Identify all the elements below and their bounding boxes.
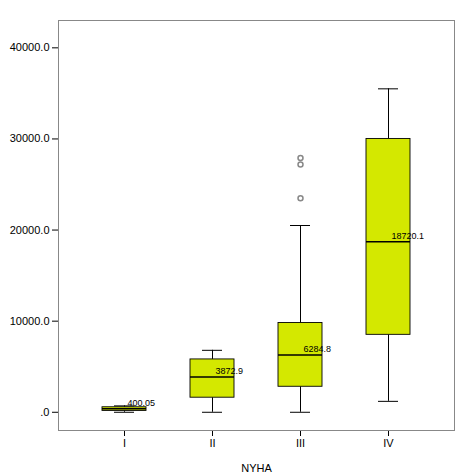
svg-text:30000.0: 30000.0 <box>10 132 50 144</box>
svg-text:40000.0: 40000.0 <box>10 41 50 53</box>
svg-text:20000.0: 20000.0 <box>10 224 50 236</box>
svg-text:6284.8: 6284.8 <box>304 344 332 354</box>
svg-text:10000.0: 10000.0 <box>10 315 50 327</box>
svg-text:400.05: 400.05 <box>128 398 156 408</box>
svg-text:.0: .0 <box>40 406 49 418</box>
svg-text:II: II <box>209 437 215 449</box>
svg-text:IV: IV <box>383 437 394 449</box>
svg-text:III: III <box>296 437 305 449</box>
svg-text:18720.1: 18720.1 <box>392 231 425 241</box>
svg-text:NYHA: NYHA <box>241 462 272 474</box>
svg-text:3872.9: 3872.9 <box>216 366 244 376</box>
svg-text:I: I <box>123 437 126 449</box>
